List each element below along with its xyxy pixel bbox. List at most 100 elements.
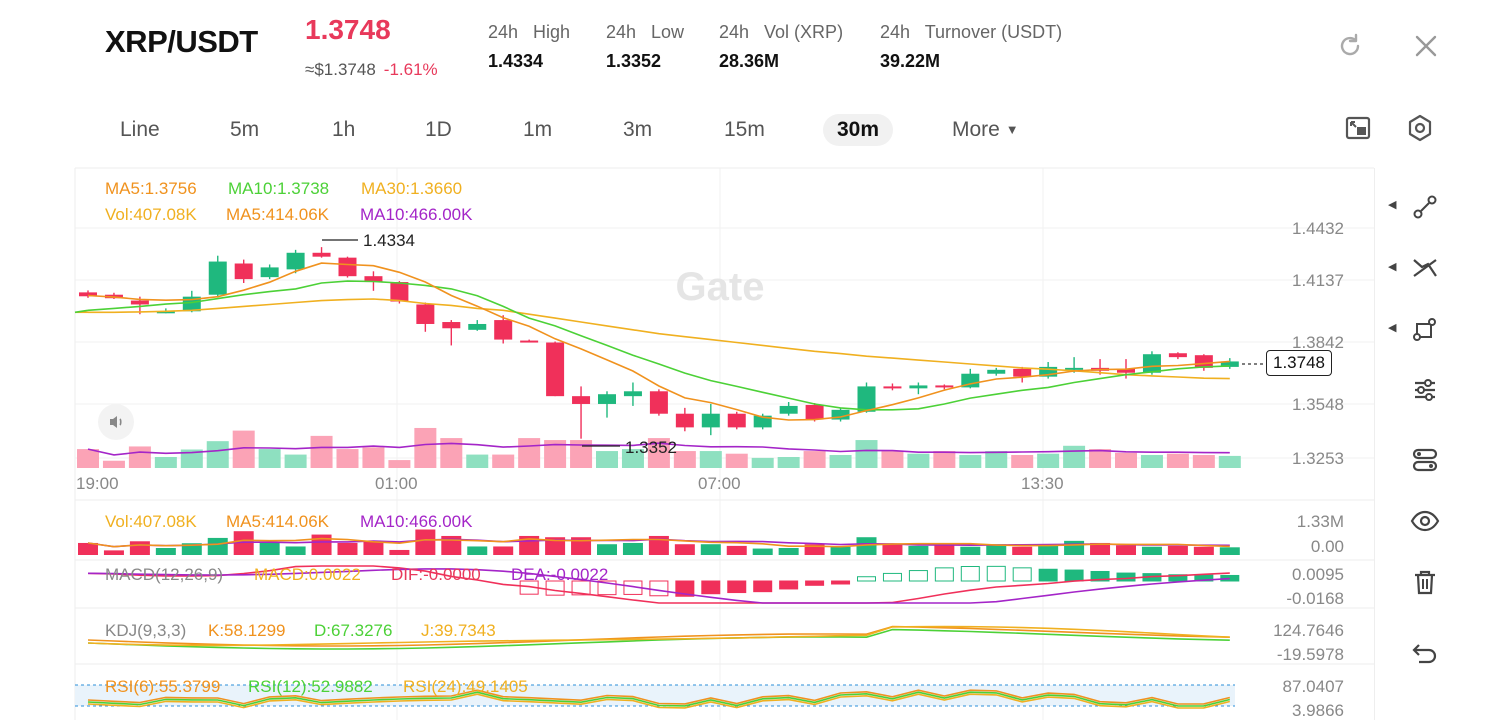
indicator-panels <box>75 529 1240 709</box>
interval-line[interactable]: Line <box>120 118 160 141</box>
vol-legend-ma10: MA10:466.00K <box>360 512 473 531</box>
price-tick: 1.3842 <box>1292 333 1344 352</box>
macd-histogram-bar <box>675 580 695 597</box>
picture-in-picture-icon[interactable] <box>1342 112 1374 144</box>
stat-high: 24h High 1.4334 <box>488 22 570 72</box>
sub-volume-bar <box>493 546 514 555</box>
volume-bar <box>180 449 203 468</box>
candle-body <box>1142 354 1161 373</box>
candle-body <box>546 342 565 397</box>
sub-volume-bar <box>285 546 306 555</box>
sub-volume-bar <box>1193 546 1214 555</box>
candle-body <box>805 404 824 420</box>
volume-bar <box>829 455 852 468</box>
candle-body <box>623 391 642 397</box>
interval-1h[interactable]: 1h <box>332 118 356 141</box>
sub-volume-bar <box>597 544 617 555</box>
macd-histogram-bar <box>986 565 1006 582</box>
legend-vol-ma10: MA10:466.00K <box>360 205 473 224</box>
sub-volume-bar <box>830 546 851 555</box>
interval-3m[interactable]: 3m <box>623 118 653 141</box>
volume-bar <box>284 454 307 468</box>
candle-body <box>572 396 591 404</box>
sub-volume-bar <box>882 544 903 555</box>
volume-bar <box>933 451 956 468</box>
volume-bar <box>699 451 722 468</box>
sub-volume-bar <box>752 548 773 555</box>
settings-icon[interactable] <box>1404 112 1436 144</box>
interval-5m[interactable]: 5m <box>230 118 260 141</box>
more-label: More <box>952 118 1000 141</box>
macd-histogram-bar <box>753 580 773 593</box>
macd-histogram-bar <box>701 580 721 595</box>
interval-1m[interactable]: 1m <box>523 118 553 141</box>
more-dropdown[interactable]: More ▼ <box>938 114 1033 146</box>
sub-volume-bar <box>1038 545 1059 555</box>
expand-arrow-icon[interactable]: ◀ <box>1388 322 1397 334</box>
kdj-legend-d: D:67.3276 <box>314 621 392 640</box>
main-volume-bars <box>77 427 1241 468</box>
eye-icon[interactable] <box>1408 504 1442 538</box>
macd-histogram-bar <box>1012 567 1032 582</box>
refresh-icon[interactable] <box>1334 30 1366 62</box>
volume-bar <box>1115 452 1137 468</box>
chart-canvas[interactable]: Gate 1.4432 1.4137 1.3842 1.3548 1.3253 … <box>0 0 1374 720</box>
interval-1d[interactable]: 1D <box>425 118 452 141</box>
candle-body <box>390 282 409 302</box>
macd-histogram-bar <box>934 567 954 582</box>
volume-bar <box>725 453 748 468</box>
watermark: Gate <box>676 265 765 309</box>
macd-legend-title: MACD(12,26,9) <box>105 565 223 584</box>
vol-tick: 1.33M <box>1297 512 1344 531</box>
candle-body <box>909 385 928 389</box>
volume-bar <box>855 440 878 468</box>
expand-arrow-icon[interactable]: ◀ <box>1388 261 1397 273</box>
sub-volume-bar <box>648 535 669 555</box>
macd-histogram-bar <box>727 580 747 594</box>
volume-bar <box>414 427 437 468</box>
stat-label: 24h Vol (XRP) <box>719 22 844 42</box>
candle-body <box>1013 368 1032 377</box>
shape-icon[interactable] <box>1408 312 1442 346</box>
sound-icon[interactable] <box>98 404 134 440</box>
sub-volume-bar <box>233 531 254 555</box>
sub-volume-bar <box>363 541 384 555</box>
price-tick: 1.3253 <box>1292 449 1344 468</box>
sub-volume-bar <box>467 546 488 555</box>
volume-bar <box>1037 453 1060 468</box>
kdj-j-line <box>87 625 1230 647</box>
rsi-legend-6: RSI(6):55.3799 <box>105 677 220 696</box>
rsi-tick: 87.0407 <box>1283 677 1344 696</box>
expand-arrow-icon[interactable]: ◀ <box>1388 199 1397 211</box>
sub-volume-bar <box>571 537 592 555</box>
volume-bar <box>751 457 774 468</box>
sub-volume-bar <box>129 541 150 555</box>
cross-lines-icon[interactable] <box>1408 251 1442 285</box>
sub-volume-bar <box>1064 540 1085 555</box>
close-icon[interactable] <box>1410 30 1442 62</box>
candle-body <box>130 300 149 305</box>
candle-body <box>338 257 357 277</box>
vol-tick: 0.00 <box>1311 537 1344 556</box>
sub-volume-bar <box>622 542 643 555</box>
kdj-tick: -19.5978 <box>1277 645 1344 664</box>
macd-histogram-bar <box>805 580 825 586</box>
candle-body <box>416 304 435 324</box>
candle-body <box>208 261 227 295</box>
undo-icon[interactable] <box>1408 636 1442 670</box>
trash-icon[interactable] <box>1408 565 1442 599</box>
interval-30m[interactable]: 30m <box>823 114 894 146</box>
interval-15m[interactable]: 15m <box>724 118 765 141</box>
macd-histogram-bar <box>1168 574 1188 582</box>
macd-legend-macd: MACD:0.0022 <box>254 565 361 584</box>
candle-body <box>831 409 850 420</box>
indicator-settings-icon[interactable] <box>1408 373 1442 407</box>
kdj-legend-k: K:58.1299 <box>208 621 286 640</box>
stat-label: 24h Low <box>606 22 685 42</box>
vol-legend-ma5: MA5:414.06K <box>226 512 330 531</box>
sub-volume-bar <box>337 542 358 555</box>
trend-line-icon[interactable] <box>1408 190 1442 224</box>
candlesticks <box>79 247 1239 439</box>
candle-body <box>727 413 746 428</box>
route-icon[interactable] <box>1408 443 1442 477</box>
